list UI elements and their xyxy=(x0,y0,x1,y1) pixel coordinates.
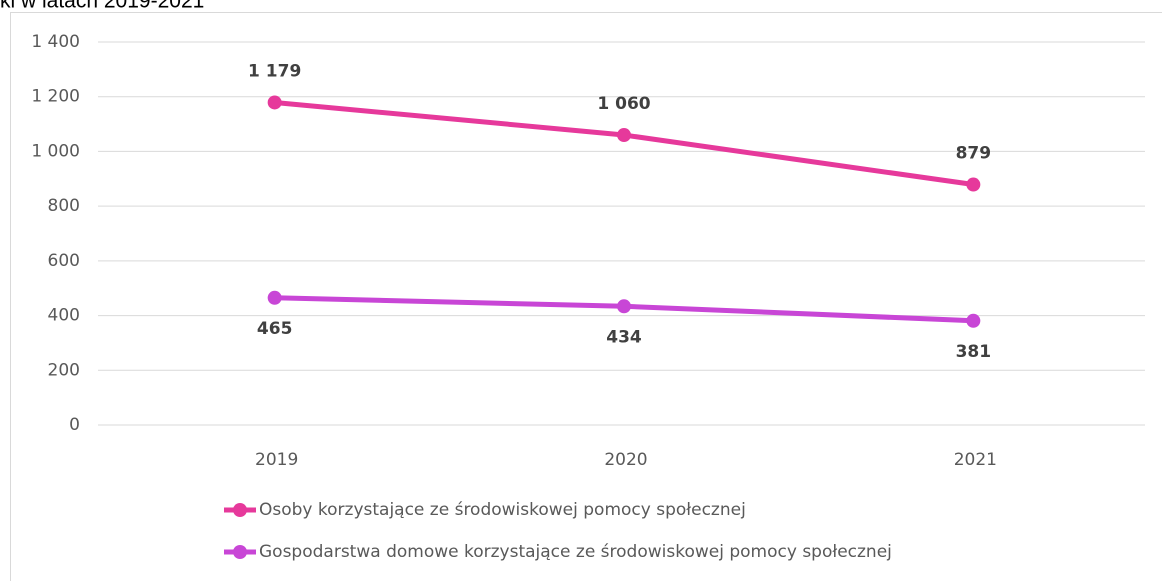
y-tick-label: 0 xyxy=(69,415,80,435)
x-tick-label: 2020 xyxy=(604,450,647,470)
y-tick-label: 1 400 xyxy=(31,32,80,52)
data-label: 1 179 xyxy=(248,61,301,81)
x-tick-label: 2019 xyxy=(255,450,298,470)
chart-title: ki w latach 2019-2021 xyxy=(0,0,204,13)
data-point xyxy=(267,95,282,110)
y-tick-label: 400 xyxy=(48,306,80,326)
data-point xyxy=(617,128,631,143)
data-label: 434 xyxy=(606,327,642,347)
data-label: 1 060 xyxy=(597,94,650,114)
data-label: 465 xyxy=(257,319,293,339)
chart-frame xyxy=(10,12,1162,581)
data-point xyxy=(267,290,282,305)
data-point xyxy=(966,177,981,192)
legend-label: Gospodarstwa domowe korzystające ze środ… xyxy=(259,542,892,562)
y-tick-label: 800 xyxy=(48,196,80,216)
legend-label: Osoby korzystające ze środowiskowej pomo… xyxy=(259,500,746,520)
data-label: 879 xyxy=(956,144,992,164)
y-tick-label: 1 200 xyxy=(31,87,80,107)
y-tick-label: 1 000 xyxy=(31,141,80,161)
y-tick-label: 200 xyxy=(48,360,80,380)
legend-marker xyxy=(233,503,247,517)
data-label: 381 xyxy=(956,342,992,362)
series-line xyxy=(274,99,974,188)
data-point xyxy=(966,313,981,328)
x-tick-label: 2021 xyxy=(954,450,997,470)
y-tick-label: 600 xyxy=(48,251,80,271)
data-point xyxy=(617,299,631,314)
legend-marker xyxy=(233,545,247,559)
